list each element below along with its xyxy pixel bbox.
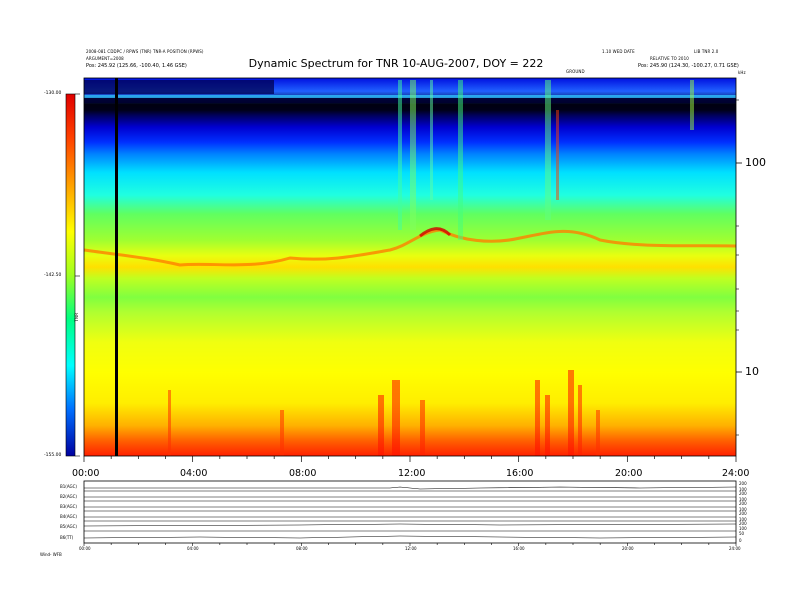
trace-label: B2(AGC) bbox=[60, 494, 77, 499]
trace-x-label: 20:00 bbox=[622, 546, 634, 551]
trace-right-tick: 100 bbox=[739, 517, 747, 522]
colorbar-mid-label: -142.50 bbox=[44, 273, 62, 278]
burst-mark bbox=[578, 385, 582, 456]
traces-panel bbox=[83, 480, 737, 544]
burst-mark bbox=[535, 380, 540, 456]
colorbar-axis-label: TNR bbox=[75, 312, 80, 322]
trace-label: B1(AGC) bbox=[60, 484, 77, 489]
trace-right-tick: 100 bbox=[739, 507, 747, 512]
streak-mark bbox=[556, 110, 559, 200]
y-axis-unit: kHz bbox=[738, 70, 746, 75]
burst-mark bbox=[378, 395, 384, 456]
header-left-line-3: Pos: 245.92 (125.66, -100.40, 1.46 GSE) bbox=[86, 63, 187, 69]
streak-mark bbox=[458, 80, 463, 240]
data-gap-line bbox=[115, 78, 118, 456]
header-center-label: GROUND bbox=[566, 69, 585, 74]
x-tick-label: 24:00 bbox=[722, 468, 750, 479]
header-right-top: 1.10 WED DATE bbox=[602, 49, 635, 54]
trace-line bbox=[84, 486, 737, 490]
trace-right-tick: 200 bbox=[739, 491, 747, 496]
traces-x-ticks bbox=[83, 543, 737, 546]
spectrogram-plot bbox=[83, 77, 737, 457]
streak-mark bbox=[430, 80, 433, 200]
x-tick-label: 08:00 bbox=[289, 468, 317, 479]
trace-label: B5(AGC) bbox=[60, 524, 77, 529]
trace-label: B3(AGC) bbox=[60, 504, 77, 509]
trace-right-tick: 200 bbox=[739, 521, 747, 526]
x-tick-label: 00:00 bbox=[72, 468, 100, 479]
trace-right-tick: 50 bbox=[739, 531, 745, 536]
header-left-line-1: 2008-081 CDDPC / RPWS (TNR) TNR-A POSITI… bbox=[86, 49, 204, 54]
burst-mark bbox=[420, 400, 425, 456]
trace-x-label: 24:00 bbox=[729, 546, 741, 551]
trace-right-tick: 200 bbox=[739, 501, 747, 506]
trace-x-label: 00:00 bbox=[79, 546, 91, 551]
trace-right-tick: 0 bbox=[739, 538, 742, 543]
burst-mark bbox=[545, 395, 550, 456]
bursts bbox=[168, 370, 600, 456]
trace-x-label: 12:00 bbox=[405, 546, 417, 551]
streak-mark bbox=[410, 80, 416, 230]
trace-line bbox=[83, 535, 737, 539]
traces-footer: Wind- WFB bbox=[40, 552, 62, 557]
header-left-line-2: ARGUMENT=2008 bbox=[86, 56, 124, 61]
x-axis-ticks bbox=[83, 456, 737, 462]
x-tick-label: 20:00 bbox=[615, 468, 643, 479]
traces-frame bbox=[83, 480, 737, 544]
trace-right-tick: 100 bbox=[739, 526, 747, 531]
colorbar-gradient bbox=[65, 93, 76, 457]
trace-right-tick: 200 bbox=[739, 511, 747, 516]
burst-mark bbox=[168, 390, 171, 456]
burst-mark bbox=[392, 380, 400, 456]
x-tick-label: 04:00 bbox=[180, 468, 208, 479]
y-tick-label-100: 100 bbox=[745, 156, 766, 169]
x-tick-label: 16:00 bbox=[506, 468, 534, 479]
trace-line bbox=[83, 523, 737, 527]
colorbar-top-label: -130.00 bbox=[44, 91, 62, 96]
colorbar-bottom-label: -155.00 bbox=[44, 453, 62, 458]
header-right-line-1: RELATIVE TO 2010 bbox=[650, 56, 689, 61]
emission-ridge-core bbox=[419, 227, 452, 238]
burst-mark bbox=[596, 410, 600, 456]
trace-right-tick: 100 bbox=[739, 487, 747, 492]
streak-mark bbox=[545, 80, 551, 220]
streak-mark bbox=[690, 80, 694, 130]
early-black-patch bbox=[84, 80, 274, 94]
colorbar bbox=[65, 93, 80, 457]
trace-right-tick: 200 bbox=[739, 481, 747, 486]
emission-ridge bbox=[83, 228, 737, 267]
chart-title: Dynamic Spectrum for TNR 10-AUG-2007, DO… bbox=[248, 57, 544, 70]
upper-streaks bbox=[398, 80, 694, 240]
burst-mark bbox=[568, 370, 574, 456]
trace-right-tick: 100 bbox=[739, 497, 747, 502]
y-axis-right bbox=[736, 99, 742, 436]
trace-x-label: 04:00 bbox=[187, 546, 199, 551]
streak-mark bbox=[398, 80, 402, 230]
header-right-line-2: Pos: 245.90 (124.30, -100.27, 0.71 GSE) bbox=[638, 63, 739, 69]
trace-x-label: 16:00 bbox=[513, 546, 525, 551]
trace-label: B6(TT) bbox=[60, 535, 74, 540]
y-tick-label-10: 10 bbox=[745, 365, 759, 378]
x-tick-label: 12:00 bbox=[398, 468, 426, 479]
trace-x-label: 08:00 bbox=[296, 546, 308, 551]
header-right-top-2: LIB TNR 2.0 bbox=[694, 49, 719, 54]
burst-mark bbox=[280, 410, 284, 456]
trace-label: B4(AGC) bbox=[60, 514, 77, 519]
